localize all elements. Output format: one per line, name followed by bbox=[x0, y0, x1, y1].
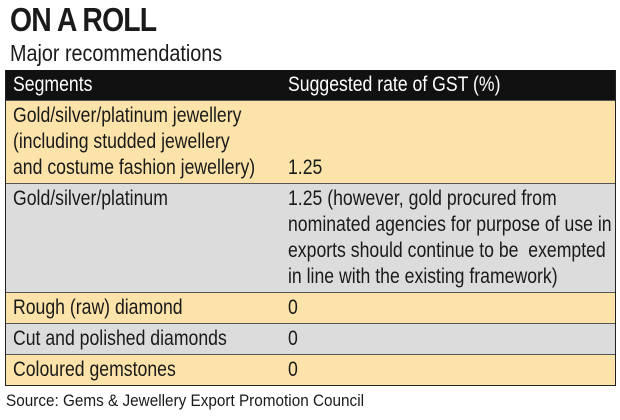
segment-text: Cut and polished diamonds bbox=[13, 327, 227, 350]
header-label-rate: Suggested rate of GST (%) bbox=[288, 73, 501, 96]
rate-text: 0 bbox=[288, 327, 298, 350]
rate-text: 1.25 bbox=[288, 156, 323, 179]
segment-cell: Cut and polished diamonds bbox=[6, 324, 282, 354]
rate-cell: 0 bbox=[282, 293, 615, 323]
rate-text: 0 bbox=[288, 358, 298, 381]
segment-text: Gold/silver/platinum jewellery (includin… bbox=[13, 104, 256, 179]
table-header-row: Segments Suggested rate of GST (%) bbox=[6, 70, 615, 100]
header-cell-segments: Segments bbox=[6, 70, 282, 100]
rate-text: 0 bbox=[288, 296, 298, 319]
header-cell-rate: Suggested rate of GST (%) bbox=[282, 70, 615, 100]
segment-text: Coloured gemstones bbox=[13, 358, 176, 381]
table-row: Rough (raw) diamond 0 bbox=[6, 292, 615, 323]
segment-text: Gold/silver/platinum bbox=[13, 187, 168, 210]
segment-cell: Coloured gemstones bbox=[6, 355, 282, 385]
page-title: ON A ROLL bbox=[10, 1, 157, 38]
rate-cell: 0 bbox=[282, 355, 615, 385]
table-row: Gold/silver/platinum jewellery (includin… bbox=[6, 100, 615, 183]
rate-cell: 1.25 (however, gold procured from nomina… bbox=[282, 184, 615, 292]
table-row: Gold/silver/platinum 1.25 (however, gold… bbox=[6, 183, 615, 292]
page-subtitle: Major recommendations bbox=[10, 40, 223, 66]
segment-cell: Gold/silver/platinum bbox=[6, 184, 282, 292]
table-row: Cut and polished diamonds 0 bbox=[6, 323, 615, 354]
source-note: Source: Gems & Jewellery Export Promotio… bbox=[6, 391, 364, 410]
segment-cell: Rough (raw) diamond bbox=[6, 293, 282, 323]
rate-cell: 1.25 bbox=[282, 101, 615, 183]
rate-text: 1.25 (however, gold procured from nomina… bbox=[288, 187, 612, 288]
segment-text: Rough (raw) diamond bbox=[13, 296, 183, 319]
header-label-segments: Segments bbox=[13, 73, 93, 96]
segment-cell: Gold/silver/platinum jewellery (includin… bbox=[6, 101, 282, 183]
table-row: Coloured gemstones 0 bbox=[6, 354, 615, 385]
recommendations-table: Segments Suggested rate of GST (%) Gold/… bbox=[5, 70, 616, 386]
rate-cell: 0 bbox=[282, 324, 615, 354]
